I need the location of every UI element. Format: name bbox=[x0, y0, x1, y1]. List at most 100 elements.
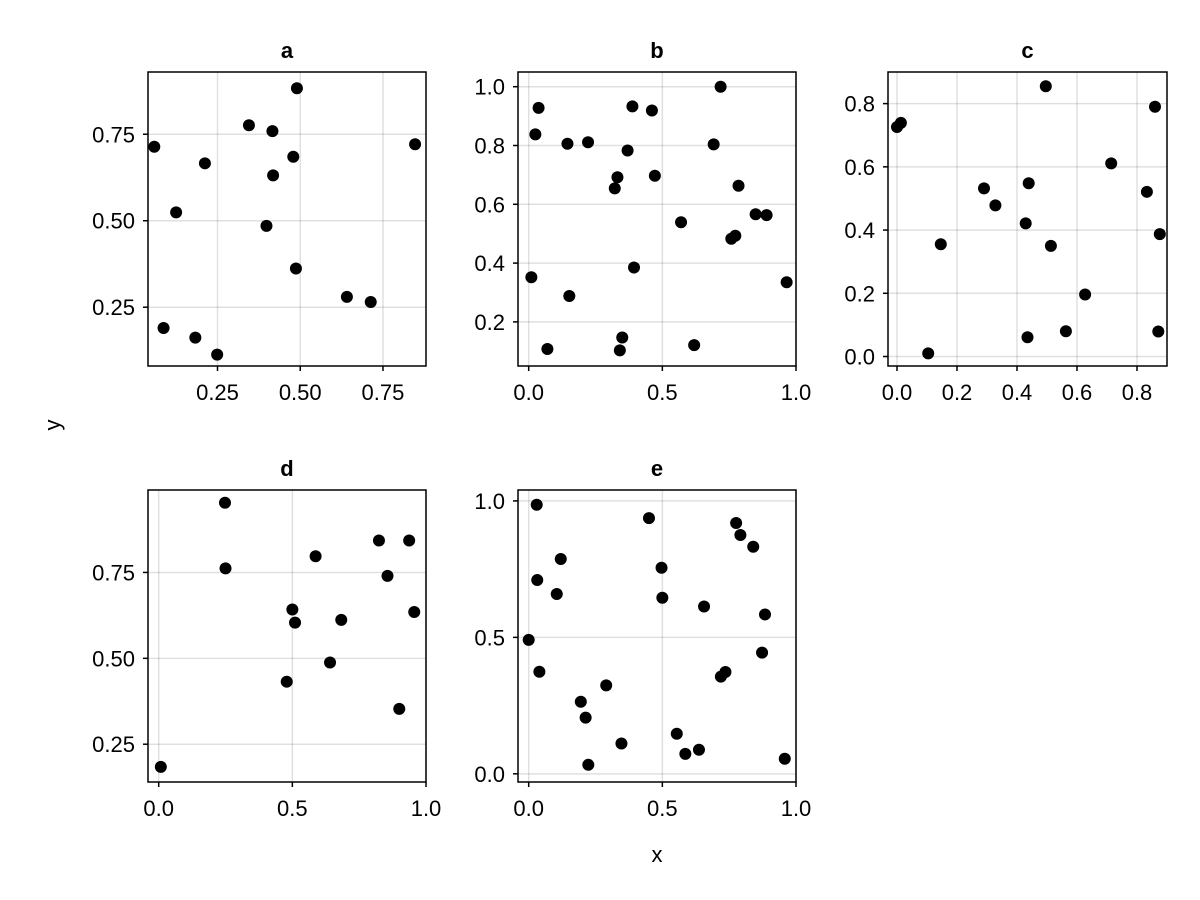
data-point bbox=[148, 140, 161, 153]
panel-title: d bbox=[280, 456, 293, 481]
panel-e: 0.0 0.5 1.0 0.0 0.5 1.0 e bbox=[474, 456, 811, 821]
data-point bbox=[648, 169, 661, 182]
panel-d: 0.0 0.5 1.0 0.25 0.50 0.75 d bbox=[92, 456, 441, 821]
data-point bbox=[1079, 288, 1092, 301]
data-point bbox=[218, 496, 231, 509]
data-point bbox=[554, 553, 567, 566]
data-point bbox=[170, 206, 183, 219]
x-tick-label: 0.4 bbox=[1002, 380, 1033, 405]
data-point bbox=[530, 498, 543, 511]
data-point bbox=[894, 116, 907, 129]
data-point bbox=[679, 747, 692, 760]
data-point bbox=[698, 600, 711, 613]
data-point bbox=[219, 562, 232, 575]
data-point bbox=[260, 219, 273, 232]
data-point bbox=[541, 342, 554, 355]
data-point bbox=[714, 80, 727, 93]
data-point bbox=[734, 529, 747, 542]
data-point bbox=[1152, 325, 1165, 338]
data-point bbox=[1044, 239, 1057, 252]
y-tick-label: 0.8 bbox=[844, 92, 875, 117]
data-point bbox=[582, 136, 595, 149]
x-tick-label: 0.75 bbox=[362, 380, 405, 405]
data-point bbox=[533, 665, 546, 678]
data-point bbox=[579, 711, 592, 724]
data-point bbox=[778, 752, 791, 765]
data-point bbox=[922, 347, 935, 360]
data-point bbox=[608, 182, 621, 195]
y-tick-label: 0.4 bbox=[844, 218, 875, 243]
data-point bbox=[934, 238, 947, 251]
data-point bbox=[626, 100, 639, 113]
data-point bbox=[1021, 331, 1034, 344]
y-tick-label: 1.0 bbox=[474, 489, 505, 514]
plot-frame bbox=[147, 489, 427, 783]
data-point bbox=[563, 290, 576, 303]
data-point bbox=[1022, 177, 1035, 190]
y-tick-label: 0.25 bbox=[92, 295, 135, 320]
x-tick-label: 0.0 bbox=[513, 380, 544, 405]
data-point bbox=[656, 591, 669, 604]
data-point bbox=[287, 150, 300, 163]
data-point bbox=[364, 296, 377, 309]
x-tick-label: 0.0 bbox=[143, 796, 174, 821]
data-point bbox=[403, 534, 416, 547]
plot-frame bbox=[887, 71, 1168, 367]
data-point bbox=[688, 339, 701, 352]
data-point bbox=[381, 569, 394, 582]
data-point bbox=[525, 271, 538, 284]
data-point bbox=[729, 229, 742, 242]
x-tick-label: 0.6 bbox=[1062, 380, 1093, 405]
data-point bbox=[561, 137, 574, 150]
data-point bbox=[532, 101, 545, 114]
data-point bbox=[615, 737, 628, 750]
panel-c: 0.0 0.2 0.4 0.6 0.8 0.0 0.2 0.4 0.6 0.8 c bbox=[844, 38, 1168, 405]
data-point bbox=[408, 605, 421, 618]
data-point bbox=[189, 331, 202, 344]
x-tick-label: 0.50 bbox=[279, 380, 322, 405]
x-tick-label: 0.0 bbox=[513, 796, 544, 821]
data-point bbox=[628, 261, 641, 274]
data-point bbox=[613, 344, 626, 357]
x-tick-label: 1.0 bbox=[781, 796, 812, 821]
data-point bbox=[286, 603, 299, 616]
x-axis-label: x bbox=[652, 842, 663, 867]
data-point bbox=[611, 171, 624, 184]
data-point bbox=[372, 534, 385, 547]
data-point bbox=[393, 702, 406, 715]
panel-title: b bbox=[650, 38, 663, 63]
x-tick-label: 0.25 bbox=[196, 380, 239, 405]
y-tick-label: 1.0 bbox=[474, 75, 505, 100]
data-point bbox=[267, 169, 280, 182]
data-point bbox=[1039, 80, 1052, 93]
data-point bbox=[692, 743, 705, 756]
data-point bbox=[211, 348, 224, 361]
data-point bbox=[1153, 228, 1166, 241]
data-point bbox=[707, 138, 720, 151]
data-point bbox=[1105, 157, 1118, 170]
x-tick-label: 1.0 bbox=[411, 796, 442, 821]
data-point bbox=[616, 331, 629, 344]
data-point bbox=[340, 290, 353, 303]
data-point bbox=[670, 727, 683, 740]
data-point bbox=[550, 587, 563, 600]
x-tick-label: 0.5 bbox=[647, 380, 678, 405]
data-point bbox=[289, 616, 302, 629]
data-point bbox=[335, 613, 348, 626]
x-tick-label: 0.2 bbox=[942, 380, 973, 405]
x-tick-label: 0.0 bbox=[882, 380, 913, 405]
data-point bbox=[645, 104, 658, 117]
data-point bbox=[600, 679, 613, 692]
panel-title: e bbox=[651, 456, 663, 481]
data-point bbox=[1019, 217, 1032, 230]
y-tick-label: 0.25 bbox=[92, 732, 135, 757]
y-tick-label: 0.6 bbox=[474, 192, 505, 217]
data-point bbox=[675, 216, 688, 229]
data-point bbox=[242, 119, 255, 132]
panel-b: 0.0 0.5 1.0 0.2 0.4 0.6 0.8 1.0 b bbox=[474, 38, 811, 405]
data-point bbox=[309, 550, 322, 563]
data-point bbox=[642, 512, 655, 525]
data-point bbox=[1059, 325, 1072, 338]
data-point bbox=[621, 144, 634, 157]
data-point bbox=[198, 157, 211, 170]
